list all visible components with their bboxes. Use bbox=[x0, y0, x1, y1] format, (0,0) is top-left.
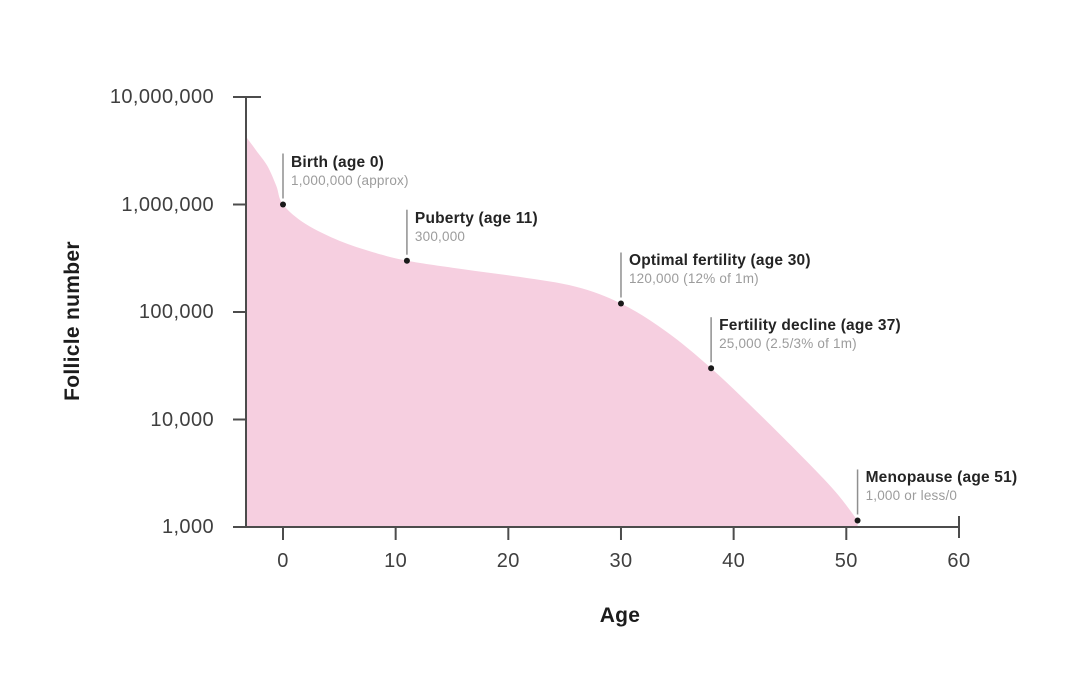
x-tick-label: 30 bbox=[609, 550, 633, 572]
x-tick-label: 0 bbox=[277, 550, 289, 572]
x-tick-label: 60 bbox=[947, 550, 971, 572]
annotation-subtitle: 25,000 (2.5/3% of 1m) bbox=[719, 336, 857, 352]
data-point-puberty bbox=[403, 257, 410, 264]
annotation-title: Optimal fertility (age 30) bbox=[628, 252, 811, 270]
data-point-birth bbox=[280, 201, 286, 208]
x-tick-label: 10 bbox=[384, 550, 408, 572]
data-point-optimal-fertility bbox=[617, 300, 624, 307]
annotation-subtitle: 300,000 bbox=[414, 228, 466, 244]
annotation-title: Birth (age 0) bbox=[291, 153, 385, 171]
annotation-title: Fertility decline (age 37) bbox=[719, 317, 901, 335]
annotation-subtitle: 1,000,000 (approx) bbox=[291, 172, 409, 188]
annotation-fertility-decline: Fertility decline (age 37) 25,000 (2.5/3%… bbox=[719, 316, 901, 353]
annotation-subtitle: 120,000 (12% of 1m) bbox=[628, 271, 759, 287]
x-axis-title: Age bbox=[599, 604, 641, 627]
annotation-puberty: Puberty (age 11) 300,000 bbox=[415, 209, 538, 246]
data-point-fertility-decline bbox=[708, 365, 715, 372]
y-tick-label: 10,000,000 bbox=[109, 86, 214, 108]
y-tick-label: 1,000 bbox=[161, 516, 214, 538]
y-axis-title: Follicle number bbox=[61, 241, 84, 401]
annotation-title: Menopause (age 51) bbox=[865, 469, 1018, 487]
data-point-menopause bbox=[854, 517, 861, 524]
y-tick-label: 100,000 bbox=[138, 301, 214, 323]
annotation-title: Puberty (age 11) bbox=[414, 209, 538, 227]
annotation-birth: Birth (age 0) 1,000,000 (approx) bbox=[291, 153, 409, 190]
follicle-area-fill bbox=[245, 136, 858, 527]
x-tick-label: 40 bbox=[722, 550, 746, 572]
y-tick-label: 10,000 bbox=[150, 408, 214, 431]
annotation-optimal-fertility: Optimal fertility (age 30) 120,000 (12% o… bbox=[629, 251, 811, 288]
x-tick-label: 50 bbox=[834, 550, 858, 572]
annotation-subtitle: 1,000 or less/0 bbox=[865, 488, 958, 504]
annotation-menopause: Menopause (age 51) 1,000 or less/0 bbox=[866, 468, 1018, 505]
x-tick-label: 20 bbox=[496, 550, 520, 572]
y-tick-label: 1,000,000 bbox=[121, 193, 214, 216]
